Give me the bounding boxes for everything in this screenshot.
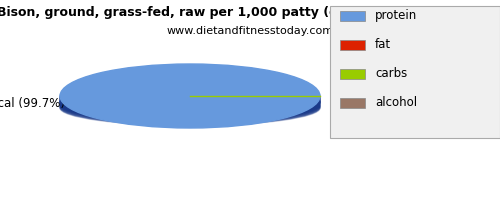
Ellipse shape [60,86,320,121]
Ellipse shape [60,80,320,115]
Ellipse shape [60,87,320,122]
Ellipse shape [60,90,320,125]
Ellipse shape [60,90,320,126]
Ellipse shape [60,84,320,119]
FancyBboxPatch shape [340,69,365,79]
Text: alcohol: alcohol [375,96,417,109]
Ellipse shape [60,89,320,125]
Text: Bison, ground, grass-fed, raw per 1,000 patty (cooked from 4 oz raw) (c: Bison, ground, grass-fed, raw per 1,000 … [0,6,500,19]
Ellipse shape [60,87,320,123]
Ellipse shape [60,83,320,118]
Ellipse shape [60,83,320,118]
Ellipse shape [60,84,320,119]
Ellipse shape [60,87,320,122]
Ellipse shape [60,85,320,120]
Text: protein: protein [375,9,418,22]
FancyBboxPatch shape [330,6,500,138]
FancyBboxPatch shape [340,11,365,21]
Ellipse shape [60,79,320,114]
Text: carbs: carbs [375,67,408,80]
Ellipse shape [60,82,320,117]
Ellipse shape [60,82,320,118]
Text: 68.8 kcal (99.7%): 68.8 kcal (99.7%) [0,98,65,110]
Ellipse shape [60,85,320,120]
Text: 0.2 kcal (0.3%): 0.2 kcal (0.3%) [330,98,419,110]
Ellipse shape [60,90,320,125]
FancyBboxPatch shape [340,98,365,108]
Ellipse shape [60,88,320,124]
Ellipse shape [60,88,320,123]
Ellipse shape [60,89,320,124]
Ellipse shape [60,84,320,120]
Ellipse shape [60,83,320,118]
Ellipse shape [60,79,320,114]
Ellipse shape [60,88,320,123]
Ellipse shape [60,82,320,117]
Ellipse shape [60,83,320,118]
Ellipse shape [60,81,320,116]
Ellipse shape [60,80,320,115]
Text: fat: fat [375,38,391,51]
Ellipse shape [60,86,320,122]
Ellipse shape [60,87,320,122]
Ellipse shape [60,84,320,119]
Ellipse shape [60,79,320,114]
Ellipse shape [60,80,320,115]
Ellipse shape [60,64,320,128]
Ellipse shape [60,85,320,120]
Ellipse shape [60,81,320,116]
Ellipse shape [60,86,320,121]
Ellipse shape [60,82,320,117]
Ellipse shape [60,89,320,124]
Ellipse shape [60,90,320,125]
Ellipse shape [60,81,320,116]
Text: www.dietandfitnesstoday.com: www.dietandfitnesstoday.com [166,26,334,36]
Ellipse shape [60,80,320,116]
Ellipse shape [60,86,320,121]
Ellipse shape [60,84,320,119]
Ellipse shape [60,89,320,124]
Ellipse shape [60,85,320,120]
Ellipse shape [60,88,320,123]
FancyBboxPatch shape [340,40,365,50]
Ellipse shape [60,81,320,117]
Ellipse shape [60,86,320,121]
Ellipse shape [60,79,320,115]
